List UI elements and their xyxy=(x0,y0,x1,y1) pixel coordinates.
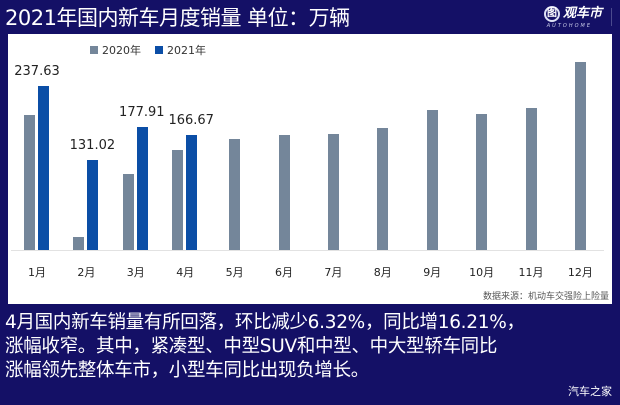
x-tick-label: 8月 xyxy=(373,266,392,279)
value-label-2021-2: 131.02 xyxy=(69,137,116,153)
value-label-2021-3: 177.91 xyxy=(119,105,165,121)
divider xyxy=(611,8,612,26)
watermark: 汽车之家 xyxy=(568,385,612,398)
legend-swatch-2021 xyxy=(155,46,163,54)
bar-2020-10 xyxy=(476,114,488,250)
bar-2020-3 xyxy=(122,174,134,250)
bar-2020-1 xyxy=(24,115,35,250)
bar-2020-11 xyxy=(525,107,537,250)
summary-line: 涨幅收窄。其中，紧凑型、中型SUV和中型、中大型轿车同比 xyxy=(5,336,498,357)
bar-2020-9 xyxy=(426,109,438,250)
legend-swatch-2020 xyxy=(90,46,98,54)
value-label-2021-1: 237.63 xyxy=(14,64,60,80)
legend-item-2020: 2020年 xyxy=(90,42,141,58)
bar-2020-4 xyxy=(172,149,184,250)
chart-panel: 2020年 2021年 237.63 1月 131.02 2月 177.91 3月 166.… xyxy=(8,34,612,304)
bar-2020-7 xyxy=(327,134,339,250)
x-tick-label: 4月 xyxy=(176,266,195,279)
logo-text: 观车市 xyxy=(562,6,602,21)
x-tick-label: 1月 xyxy=(28,266,46,279)
data-source: 数据来源：机动车交强险上险量 xyxy=(482,292,609,302)
x-tick-label: 2月 xyxy=(77,266,96,279)
x-tick-label: 10月 xyxy=(469,266,495,279)
value-label-2021-4: 166.67 xyxy=(168,112,214,128)
chart-title: 2021年国内新车月度销量 单位：万辆 xyxy=(5,6,350,30)
x-axis-baseline xyxy=(11,250,604,251)
bar-2021-2 xyxy=(87,159,99,250)
summary-line: 4月国内新车销量有所回落，环比减少6.32%，同比增16.21%， xyxy=(5,312,525,333)
legend-label: 2020年 xyxy=(102,44,141,57)
bar-2021-4 xyxy=(186,134,198,250)
bar-2020-6 xyxy=(278,134,290,250)
brand-logo: 图 观车市 xyxy=(543,6,602,22)
bar-2021-3 xyxy=(136,127,148,250)
legend-item-2021: 2021年 xyxy=(155,42,206,58)
bar-2020-12 xyxy=(574,62,586,250)
x-tick-label: 6月 xyxy=(275,266,293,279)
x-tick-label: 7月 xyxy=(324,266,343,279)
bar-2021-1 xyxy=(38,86,49,250)
bar-2020-8 xyxy=(377,127,389,250)
x-tick-label: 9月 xyxy=(423,266,442,279)
chart-legend: 2020年 2021年 xyxy=(90,42,206,58)
legend-label: 2021年 xyxy=(167,44,206,57)
bar-2020-2 xyxy=(73,236,85,250)
x-tick-label: 5月 xyxy=(225,266,244,279)
x-tick-label: 12月 xyxy=(567,266,593,279)
summary-text: 4月国内新车销量有所回落，环比减少6.32%，同比增16.21%， 涨幅收窄。其… xyxy=(5,311,615,383)
x-tick-label: 11月 xyxy=(518,266,544,279)
bar-2020-5 xyxy=(229,138,241,250)
logo-mark-icon: 图 xyxy=(543,6,560,22)
summary-line: 涨幅领先整体车市，小型车同比出现负增长。 xyxy=(5,360,370,381)
logo-subtext: AUTOHOME xyxy=(546,23,592,29)
x-tick-label: 3月 xyxy=(126,266,145,279)
